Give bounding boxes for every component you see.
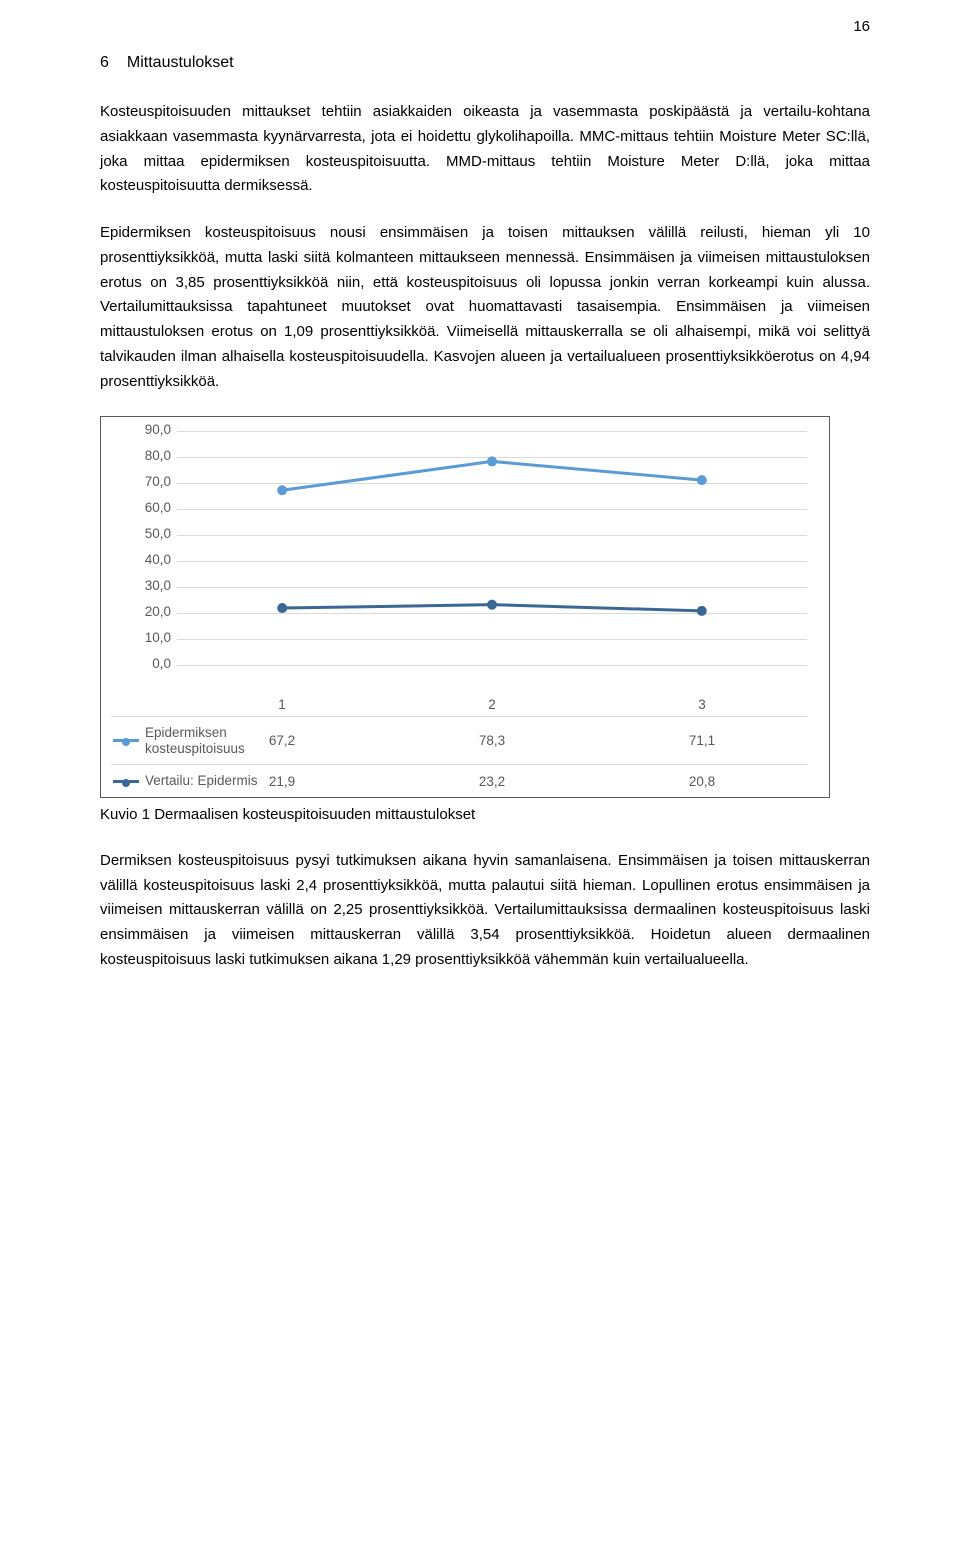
- x-axis-labels: 123: [177, 697, 807, 712]
- series-marker: [277, 603, 287, 613]
- data-cell: 23,2: [387, 774, 597, 789]
- data-cell: 78,3: [387, 733, 597, 748]
- series-marker: [697, 475, 707, 485]
- paragraph-3: Dermiksen kosteuspitoisuus pysyi tutkimu…: [100, 849, 870, 973]
- heading-title: Mittaustulokset: [127, 54, 234, 72]
- data-table: Epidermiksen kosteuspitoisuus67,278,371,…: [111, 716, 807, 797]
- legend-swatch: [113, 739, 139, 742]
- y-tick-label: 0,0: [152, 664, 171, 690]
- paragraph-1: Kosteuspitoisuuden mittaukset tehtiin as…: [100, 100, 870, 199]
- data-cells: 21,923,220,8: [177, 774, 807, 789]
- y-axis: 90,080,070,060,050,040,030,020,010,00,0: [111, 431, 177, 691]
- data-cell: 67,2: [177, 733, 387, 748]
- page: 16 6 Mittaustulokset Kosteuspitoisuuden …: [0, 0, 960, 1546]
- series-marker: [277, 486, 287, 496]
- chart-area: 90,080,070,060,050,040,030,020,010,00,0: [111, 431, 807, 691]
- x-axis-row: 123: [111, 691, 807, 716]
- x-tick-label: 1: [177, 697, 387, 712]
- heading-number: 6: [100, 54, 109, 72]
- data-cell: 21,9: [177, 774, 387, 789]
- chart-container: 90,080,070,060,050,040,030,020,010,00,0 …: [100, 416, 830, 798]
- chart-markers: [177, 431, 807, 665]
- data-cell: 71,1: [597, 733, 807, 748]
- plot-region: [177, 431, 807, 666]
- series-marker: [487, 457, 497, 467]
- series-marker: [697, 606, 707, 616]
- data-cell: 20,8: [597, 774, 807, 789]
- x-tick-label: 3: [597, 697, 807, 712]
- page-number: 16: [853, 18, 870, 35]
- x-tick-label: 2: [387, 697, 597, 712]
- section-heading: 6 Mittaustulokset: [100, 54, 870, 72]
- figure-caption: Kuvio 1 Dermaalisen kosteuspitoisuuden m…: [100, 806, 870, 823]
- data-row: Epidermiksen kosteuspitoisuus67,278,371,…: [111, 716, 807, 764]
- data-row: Vertailu: Epidermis21,923,220,8: [111, 764, 807, 797]
- data-cells: 67,278,371,1: [177, 733, 807, 748]
- paragraph-2: Epidermiksen kosteuspitoisuus nousi ensi…: [100, 221, 870, 394]
- series-marker: [487, 600, 497, 610]
- legend-swatch: [113, 780, 139, 783]
